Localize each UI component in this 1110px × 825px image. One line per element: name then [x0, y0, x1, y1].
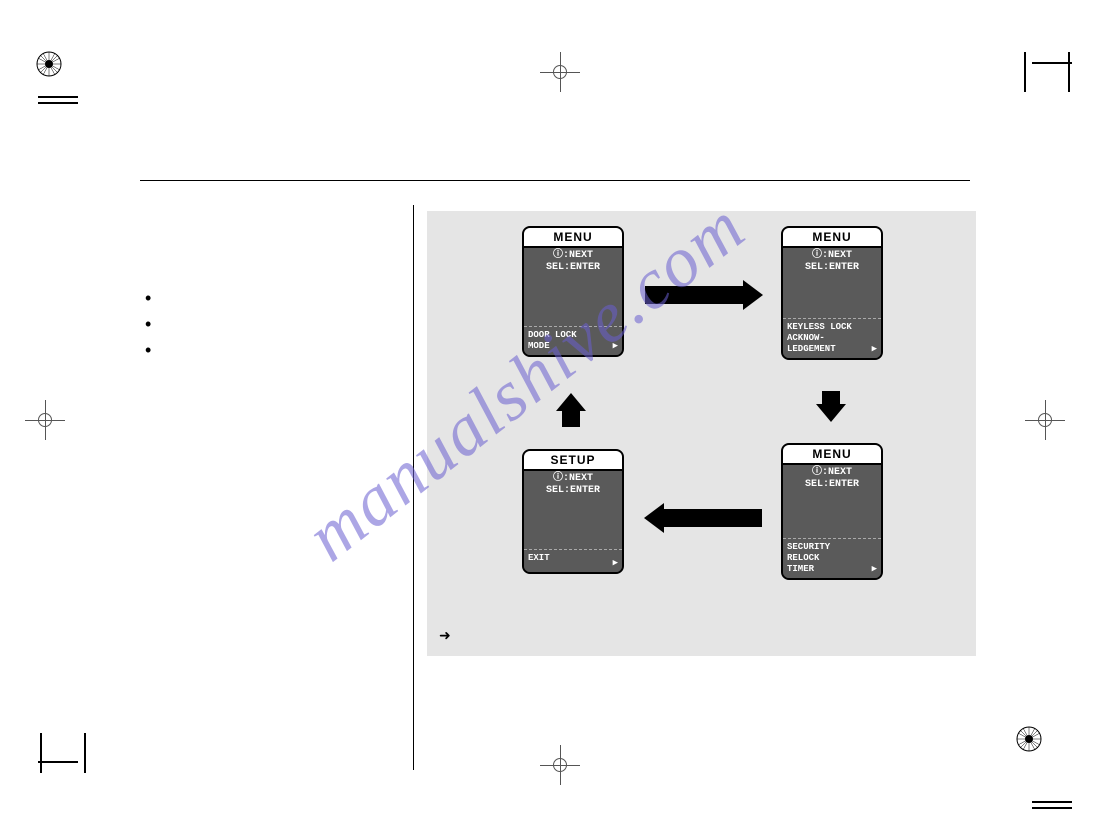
lcd-title: SETUP [524, 451, 622, 471]
lcd-footer: DOOR LOCK MODE ▶ [524, 326, 622, 355]
lcd-title: MENU [783, 445, 881, 465]
bullet-item: • [145, 337, 151, 363]
lcd-footer: EXIT ▶ [524, 549, 622, 572]
lcd-body [783, 493, 881, 538]
bullet-list: • • • [145, 285, 151, 363]
crop-mark [1032, 62, 1072, 64]
arrow-down-icon [822, 391, 840, 406]
arrow-right-icon [645, 286, 745, 304]
lcd-body [783, 276, 881, 318]
continued-arrow-icon: ➜ [439, 627, 451, 644]
diagram-panel: MENU ⓘ:NEXT SEL:ENTER DOOR LOCK MODE ▶ M… [427, 211, 976, 656]
arrow-up-icon [562, 409, 580, 427]
registration-mark-bottom-right [1015, 725, 1075, 785]
chevron-right-icon: ▶ [872, 344, 877, 355]
lcd-screen-keyless-lock: MENU ⓘ:NEXT SEL:ENTER KEYLESS LOCK ACKNO… [781, 226, 883, 360]
crop-mark [40, 733, 42, 773]
chevron-right-icon: ▶ [613, 341, 618, 352]
crop-mark [1068, 52, 1070, 92]
lcd-header: ⓘ:NEXT SEL:ENTER [524, 471, 622, 499]
lcd-header: ⓘ:NEXT SEL:ENTER [783, 248, 881, 276]
registration-mark-top-left [35, 50, 95, 110]
registration-mark-top-center [540, 52, 600, 112]
lcd-header: ⓘ:NEXT SEL:ENTER [783, 465, 881, 493]
lcd-title: MENU [783, 228, 881, 248]
crop-mark [1032, 801, 1072, 803]
horizontal-rule [140, 180, 970, 181]
bullet-item: • [145, 285, 151, 311]
crop-mark [84, 733, 86, 773]
crop-mark [38, 96, 78, 98]
crop-mark [1024, 52, 1026, 92]
vertical-rule [413, 205, 414, 770]
chevron-right-icon: ▶ [613, 558, 618, 569]
lcd-screen-setup-exit: SETUP ⓘ:NEXT SEL:ENTER EXIT ▶ [522, 449, 624, 574]
lcd-screen-door-lock: MENU ⓘ:NEXT SEL:ENTER DOOR LOCK MODE ▶ [522, 226, 624, 357]
chevron-right-icon: ▶ [872, 564, 877, 575]
lcd-screen-security-relock: MENU ⓘ:NEXT SEL:ENTER SECURITY RELOCK TI… [781, 443, 883, 580]
lcd-footer: KEYLESS LOCK ACKNOW- LEDGEMENT ▶ [783, 318, 881, 358]
lcd-header: ⓘ:NEXT SEL:ENTER [524, 248, 622, 276]
registration-mark-mid-left [25, 400, 85, 460]
lcd-title: MENU [524, 228, 622, 248]
registration-mark-mid-right [1025, 400, 1085, 460]
crop-mark [1032, 807, 1072, 809]
arrow-left-icon [662, 509, 762, 527]
crop-mark [38, 102, 78, 104]
bullet-item: • [145, 311, 151, 337]
crop-mark [38, 761, 78, 763]
registration-mark-bottom-center [540, 745, 600, 805]
lcd-body [524, 276, 622, 326]
lcd-footer: SECURITY RELOCK TIMER ▶ [783, 538, 881, 578]
lcd-body [524, 499, 622, 549]
